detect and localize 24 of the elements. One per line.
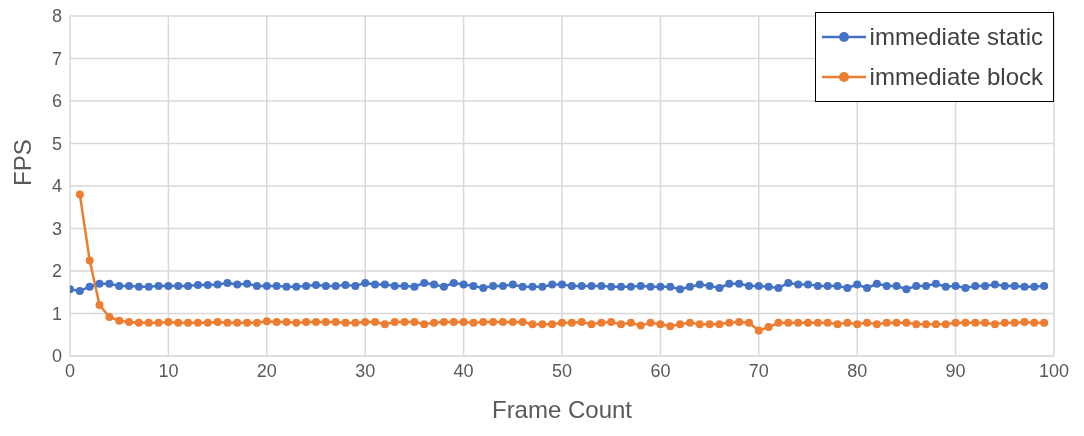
x-tick-label: 30 — [355, 360, 376, 381]
x-tick-label: 0 — [64, 360, 76, 381]
x-tick-label: 10 — [158, 360, 179, 381]
y-tick-label: 5 — [51, 133, 62, 154]
y-axis-title: FPS — [8, 139, 36, 186]
x-tick-label: 100 — [1038, 360, 1070, 381]
x-axis-title: Frame Count — [491, 396, 633, 423]
y-tick-label: 6 — [51, 91, 62, 112]
y-tick-label: 8 — [51, 6, 62, 27]
legend-label: immediate block — [869, 62, 1043, 92]
x-tick-label: 80 — [847, 360, 868, 381]
x-tick-label: 40 — [453, 360, 474, 381]
x-tick-label: 20 — [256, 360, 277, 381]
y-tick-label: 4 — [51, 176, 62, 197]
x-tick-label: 70 — [748, 360, 769, 381]
y-tick-label: 0 — [51, 346, 62, 367]
x-tick-label: 60 — [650, 360, 671, 381]
x-tick-label: 50 — [551, 360, 573, 381]
x-tick-label: 90 — [945, 360, 966, 381]
y-tick-label: 7 — [51, 48, 62, 69]
y-tick-label: 2 — [51, 261, 62, 282]
y-tick-label: 1 — [51, 303, 62, 324]
legend-label: immediate static — [869, 22, 1043, 52]
y-tick-label: 3 — [51, 218, 62, 239]
